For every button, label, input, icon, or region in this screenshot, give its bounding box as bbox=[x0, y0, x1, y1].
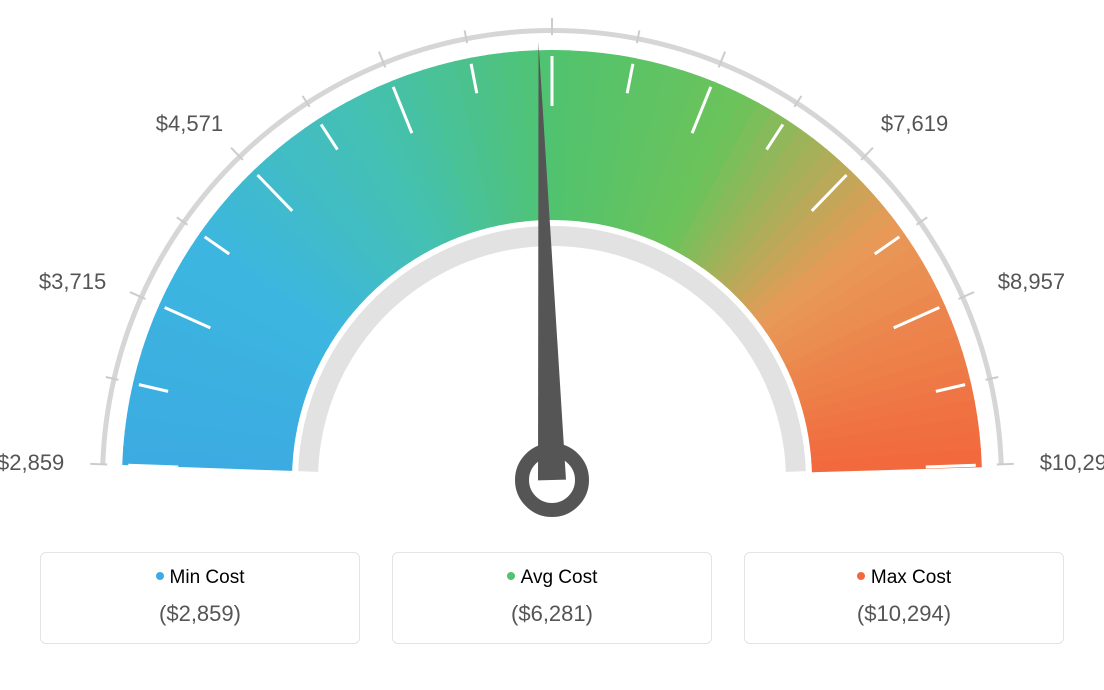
legend-title-avg: Avg Cost bbox=[403, 567, 701, 589]
legend-dot-min bbox=[156, 572, 164, 580]
legend-card-min: Min Cost ($2,859) bbox=[40, 552, 360, 644]
gauge-tick-label: $2,859 bbox=[0, 450, 64, 476]
legend-value-avg: ($6,281) bbox=[403, 601, 701, 627]
legend-value-max: ($10,294) bbox=[755, 601, 1053, 627]
gauge-tick-label: $8,957 bbox=[998, 269, 1065, 295]
legend-label: Min Cost bbox=[170, 567, 245, 588]
gauge-tick-label: $7,619 bbox=[881, 111, 948, 137]
legend-row: Min Cost ($2,859) Avg Cost ($6,281) Max … bbox=[0, 552, 1104, 644]
gauge-tick-label: $3,715 bbox=[39, 269, 106, 295]
legend-title-max: Max Cost bbox=[755, 567, 1053, 589]
legend-label: Avg Cost bbox=[521, 567, 598, 588]
legend-dot-max bbox=[857, 572, 865, 580]
legend-label: Max Cost bbox=[871, 567, 951, 588]
legend-value-min: ($2,859) bbox=[51, 601, 349, 627]
gauge-tick-label: $4,571 bbox=[156, 111, 223, 137]
legend-title-min: Min Cost bbox=[51, 567, 349, 589]
legend-card-max: Max Cost ($10,294) bbox=[744, 552, 1064, 644]
legend-dot-avg bbox=[507, 572, 515, 580]
gauge-chart: $2,859$3,715$4,571$6,281$7,619$8,957$10,… bbox=[0, 0, 1104, 540]
legend-card-avg: Avg Cost ($6,281) bbox=[392, 552, 712, 644]
gauge-tick-label: $10,294 bbox=[1040, 450, 1104, 476]
